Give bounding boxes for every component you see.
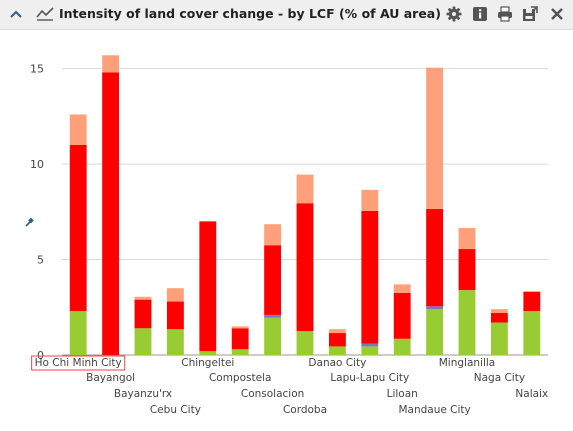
bar-segment[interactable] bbox=[361, 210, 379, 344]
y-tick-label: 10 bbox=[30, 158, 44, 171]
collapse-icon[interactable] bbox=[8, 6, 24, 22]
bar-segment[interactable] bbox=[231, 328, 249, 350]
pin-icon[interactable] bbox=[24, 216, 36, 228]
x-tick-label: Naga City bbox=[474, 372, 525, 384]
bar-segment[interactable] bbox=[393, 292, 411, 339]
bar-segment[interactable] bbox=[134, 296, 152, 300]
bar-segment[interactable] bbox=[296, 174, 314, 204]
bar-segment[interactable] bbox=[361, 343, 379, 347]
x-tick-label: Compostela bbox=[209, 372, 271, 384]
bar-segment[interactable] bbox=[523, 292, 541, 312]
bar-segment[interactable] bbox=[264, 224, 282, 246]
x-tick-label: Consolacion bbox=[241, 388, 304, 400]
x-tick-label: Minglanilla bbox=[439, 357, 496, 369]
bar-segment[interactable] bbox=[134, 299, 152, 329]
bar-segment[interactable] bbox=[458, 249, 476, 291]
bar-segment[interactable] bbox=[199, 351, 217, 355]
close-icon[interactable] bbox=[549, 6, 565, 22]
x-tick-label: Liloan bbox=[387, 388, 418, 400]
x-tick-label: Mandaue City bbox=[398, 404, 470, 416]
bar-segment[interactable] bbox=[458, 290, 476, 355]
x-tick-label: Chingeltei bbox=[181, 357, 234, 369]
bar-segment[interactable] bbox=[102, 72, 120, 356]
export-icon[interactable] bbox=[522, 6, 538, 22]
x-tick-label: Nalaix bbox=[515, 388, 548, 400]
bar-segment[interactable] bbox=[426, 67, 444, 209]
bar-segment[interactable] bbox=[523, 311, 541, 355]
bar-segment[interactable] bbox=[328, 346, 346, 355]
selected-category-highlight bbox=[31, 355, 126, 371]
bar-segment[interactable] bbox=[328, 329, 346, 334]
bar-segment[interactable] bbox=[490, 313, 508, 323]
bar-segment[interactable] bbox=[523, 291, 541, 292]
bar-segment[interactable] bbox=[393, 284, 411, 293]
bar-segment[interactable] bbox=[231, 326, 249, 329]
x-tick-label[interactable]: Ho Chi Minh City bbox=[35, 357, 122, 369]
chart-area: 0 5 10 15 Ho Chi Minh City Bayangol Bayanzu'rx… bbox=[0, 30, 573, 427]
bar-segment[interactable] bbox=[102, 55, 120, 73]
info-icon[interactable] bbox=[472, 6, 488, 22]
bar-segment[interactable] bbox=[426, 306, 444, 310]
bar-segment[interactable] bbox=[393, 338, 411, 355]
bar-segment[interactable] bbox=[264, 317, 282, 355]
bar-segment[interactable] bbox=[69, 311, 87, 355]
bar-segment[interactable] bbox=[264, 314, 282, 318]
bar-segment[interactable] bbox=[426, 208, 444, 307]
y-tick-label: 15 bbox=[30, 63, 44, 76]
x-tick-label: Bayanzu'rx bbox=[114, 388, 172, 400]
bar-segment[interactable] bbox=[264, 245, 282, 315]
bar-segment[interactable] bbox=[328, 333, 346, 347]
bar-segment[interactable] bbox=[296, 203, 314, 332]
bar-segment[interactable] bbox=[458, 228, 476, 250]
bar-segment[interactable] bbox=[199, 221, 217, 352]
bar-segment[interactable] bbox=[69, 145, 87, 312]
bar-segment[interactable] bbox=[490, 322, 508, 355]
x-tick-label: Bayangol bbox=[86, 372, 135, 384]
y-tick-label: 5 bbox=[37, 254, 44, 267]
x-tick-label: Cebu City bbox=[150, 404, 201, 416]
bar-segment[interactable] bbox=[426, 309, 444, 355]
bar-segment[interactable] bbox=[166, 329, 184, 355]
x-tick-label: Cordoba bbox=[283, 404, 327, 416]
bar-segment[interactable] bbox=[134, 328, 152, 355]
bar-segment[interactable] bbox=[296, 331, 314, 355]
settings-icon[interactable] bbox=[446, 6, 462, 22]
bar-segment[interactable] bbox=[361, 346, 379, 355]
bar-segment[interactable] bbox=[361, 189, 379, 211]
panel-header: Intensity of land cover change - by LCF … bbox=[0, 0, 573, 30]
print-icon[interactable] bbox=[497, 6, 513, 22]
panel-title: Intensity of land cover change - by LCF … bbox=[59, 6, 441, 21]
x-tick-label: Lapu-Lapu City bbox=[330, 372, 409, 384]
bar-segment[interactable] bbox=[69, 114, 87, 145]
bar-segment[interactable] bbox=[231, 349, 249, 355]
x-tick-label: Danao City bbox=[308, 357, 366, 369]
bar-segment[interactable] bbox=[490, 309, 508, 313]
line-chart-icon bbox=[36, 7, 54, 21]
bar-segment[interactable] bbox=[166, 301, 184, 330]
bar-segment[interactable] bbox=[166, 288, 184, 302]
